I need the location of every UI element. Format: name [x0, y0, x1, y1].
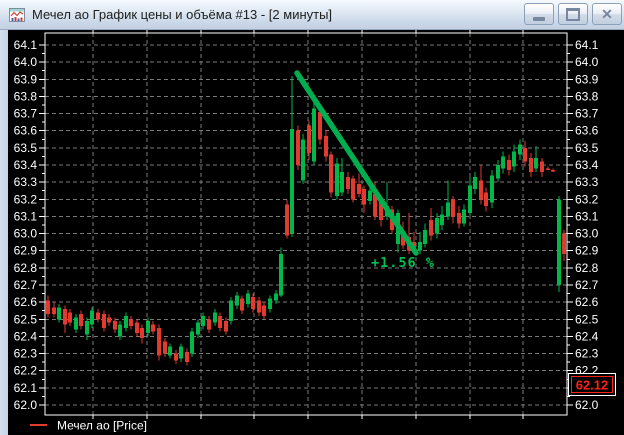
svg-text:63.1: 63.1 — [575, 209, 599, 223]
gridlines-layer — [45, 33, 567, 415]
minimize-button[interactable] — [524, 3, 554, 25]
window-title: Мечел ао График цены и объёма #13 - [2 м… — [32, 7, 333, 22]
svg-text:63.5: 63.5 — [575, 141, 599, 155]
svg-text:64.1: 64.1 — [14, 38, 38, 52]
window-controls: ✕ — [520, 3, 622, 25]
maximize-icon — [566, 7, 580, 21]
svg-text:64.0: 64.0 — [575, 55, 599, 69]
close-icon: ✕ — [601, 6, 613, 22]
chart-app-icon — [9, 7, 25, 23]
svg-text:63.4: 63.4 — [575, 158, 599, 172]
svg-text:63.6: 63.6 — [575, 124, 599, 138]
svg-text:63.4: 63.4 — [14, 158, 38, 172]
svg-text:63.6: 63.6 — [14, 124, 38, 138]
legend: Мечел ао [Price] — [30, 419, 147, 433]
svg-text:62.0: 62.0 — [14, 398, 38, 412]
maximize-button[interactable] — [558, 3, 588, 25]
svg-text:63.3: 63.3 — [14, 175, 38, 189]
svg-text:62.5: 62.5 — [14, 312, 38, 326]
svg-text:62.2: 62.2 — [14, 364, 38, 378]
svg-text:63.5: 63.5 — [14, 141, 38, 155]
last-price-marker: 62.12 — [568, 373, 616, 396]
trend-line-annotation[interactable] — [294, 70, 419, 256]
axis-layer: 62.0 62.062.162.2 62.262.3 62.362.4 62.462.5… — [14, 30, 599, 419]
legend-series-label: Мечел ао [Price] — [57, 419, 147, 433]
svg-text:63.9: 63.9 — [575, 72, 599, 86]
svg-text:64.0: 64.0 — [14, 55, 38, 69]
svg-text:63.2: 63.2 — [575, 192, 599, 206]
svg-text:63.9: 63.9 — [14, 72, 38, 86]
titlebar[interactable]: Мечел ао График цены и объёма #13 - [2 м… — [0, 0, 624, 30]
close-button[interactable]: ✕ — [592, 3, 622, 25]
svg-text:62.4: 62.4 — [575, 329, 599, 343]
svg-text:62.1: 62.1 — [14, 381, 38, 395]
svg-text:62.3: 62.3 — [575, 347, 599, 361]
svg-text:63.8: 63.8 — [14, 89, 38, 103]
svg-text:62.7: 62.7 — [14, 278, 38, 292]
svg-text:63.7: 63.7 — [14, 107, 38, 121]
svg-text:62.6: 62.6 — [575, 295, 599, 309]
svg-text:63.2: 63.2 — [14, 192, 38, 206]
svg-text:62.4: 62.4 — [14, 329, 38, 343]
svg-text:63.7: 63.7 — [575, 107, 599, 121]
svg-text:63.0: 63.0 — [14, 227, 38, 241]
window-frame-left — [0, 30, 8, 435]
price-chart-canvas[interactable]: 62.0 62.062.162.2 62.262.3 62.362.4 62.462.5… — [8, 30, 624, 435]
svg-text:62.7: 62.7 — [575, 278, 599, 292]
svg-text:62.8: 62.8 — [575, 261, 599, 275]
svg-text:63.0: 63.0 — [575, 227, 599, 241]
svg-text:63.1: 63.1 — [14, 209, 38, 223]
svg-text:62.9: 62.9 — [575, 244, 599, 258]
svg-text:62.5: 62.5 — [575, 312, 599, 326]
minimize-icon — [533, 16, 545, 21]
svg-text:64.1: 64.1 — [575, 38, 599, 52]
svg-text:63.3: 63.3 — [575, 175, 599, 189]
svg-text:62.8: 62.8 — [14, 261, 38, 275]
svg-text:62.6: 62.6 — [14, 295, 38, 309]
svg-text:62.0: 62.0 — [575, 398, 599, 412]
candles-layer — [46, 75, 566, 366]
svg-text:62.3: 62.3 — [14, 347, 38, 361]
svg-text:63.8: 63.8 — [575, 89, 599, 103]
last-price-value: 62.12 — [576, 378, 609, 393]
svg-text:62.9: 62.9 — [14, 244, 38, 258]
percent-change-label: +1.56 % — [371, 255, 435, 271]
